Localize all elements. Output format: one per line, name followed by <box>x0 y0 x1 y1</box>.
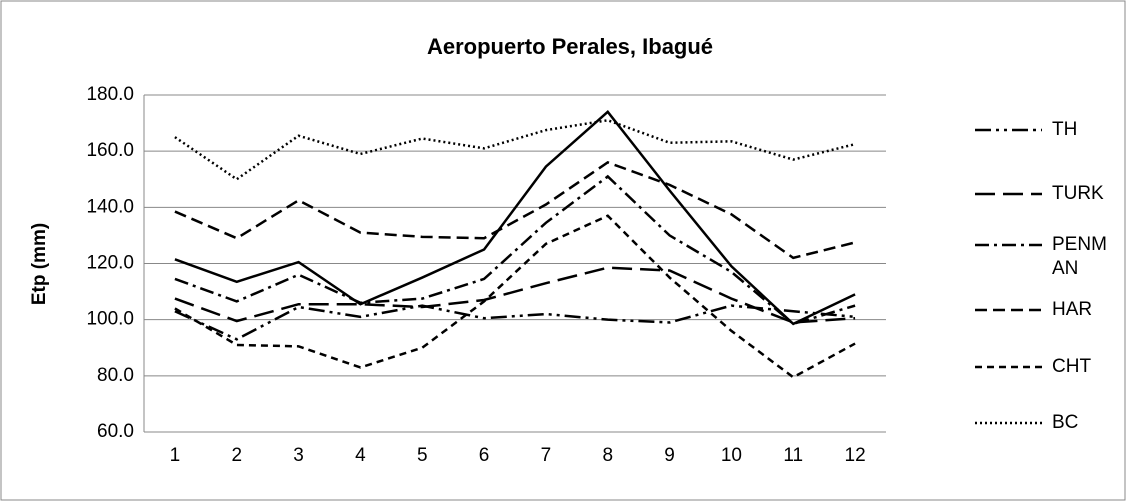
x-tick-label: 12 <box>845 445 866 466</box>
legend-label: BC <box>1052 412 1079 433</box>
y-axis-label: Etp (mm) <box>29 223 50 305</box>
y-tick-label: 60.0 <box>97 421 134 442</box>
series-line <box>174 266 856 324</box>
legend-label: TURK <box>1052 183 1104 204</box>
x-tick-label: 2 <box>231 445 242 466</box>
x-tick-label: 6 <box>479 445 490 466</box>
x-tick-label: 4 <box>355 445 366 466</box>
legend-label: HAR <box>1052 299 1093 320</box>
x-tick-label: 10 <box>721 445 742 466</box>
legend-label: PENMAN <box>1052 234 1107 279</box>
legend-label: TH <box>1052 119 1078 140</box>
series-line <box>174 161 856 260</box>
series-line <box>174 118 856 181</box>
chart-title: Aeropuerto Perales, Ibagué <box>427 34 713 59</box>
x-tick-label: 9 <box>664 445 675 466</box>
series-line <box>174 174 856 326</box>
y-tick-label: 140.0 <box>86 196 134 217</box>
series-line <box>174 214 856 379</box>
y-tick-label: 120.0 <box>86 253 134 274</box>
x-tick-label: 11 <box>783 445 803 466</box>
y-tick-label: 180.0 <box>86 84 134 105</box>
x-tick-label: 7 <box>541 445 552 466</box>
x-tick-label: 5 <box>417 445 428 466</box>
y-tick-label: 100.0 <box>86 309 134 330</box>
x-tick-label: 3 <box>293 445 304 466</box>
legend-label: CHT <box>1052 356 1092 377</box>
x-tick-label: 1 <box>170 445 181 466</box>
series-line <box>174 304 856 341</box>
y-tick-label: 80.0 <box>97 365 134 386</box>
y-tick-label: 160.0 <box>86 140 134 161</box>
series-line <box>174 110 856 326</box>
x-tick-label: 8 <box>602 445 613 466</box>
